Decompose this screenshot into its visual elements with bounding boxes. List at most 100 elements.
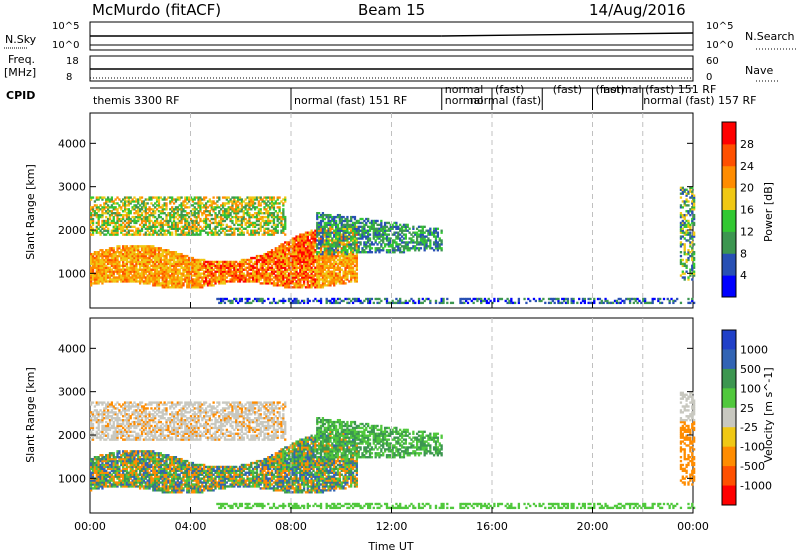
cpid-label-item: (fast) <box>553 83 582 96</box>
data-cell <box>576 302 578 304</box>
cpid-label: CPID <box>6 89 35 102</box>
data-cell <box>118 245 120 247</box>
data-cell <box>689 232 691 234</box>
data-cell <box>224 302 226 304</box>
data-cell <box>542 298 544 300</box>
data-cell <box>693 243 695 245</box>
data-cell <box>248 298 250 300</box>
freq-unit-label: [MHz] <box>4 66 36 79</box>
data-cell <box>685 265 687 267</box>
data-cell <box>693 222 695 224</box>
data-cell <box>405 233 407 235</box>
data-cell <box>376 220 378 222</box>
data-cell <box>241 298 243 300</box>
data-cell <box>346 216 348 218</box>
cpid-label-item: normal (fast) 151 RF <box>294 94 407 107</box>
data-cell <box>680 302 682 304</box>
y-tick-label: 2000 <box>58 224 86 237</box>
data-cell <box>501 298 503 300</box>
data-cell <box>418 298 420 300</box>
data-cell <box>267 298 269 300</box>
cpid-label-item: normal (fast) <box>470 94 541 107</box>
data-cell <box>440 239 442 241</box>
data-cell <box>593 298 595 300</box>
cpid-label-item: normal (fast) 157 RF <box>643 94 756 107</box>
data-cell <box>369 237 371 239</box>
data-cell <box>691 278 693 280</box>
data-cell <box>180 196 182 198</box>
cpid-label-item: themis 3300 RF <box>93 94 180 107</box>
data-cell <box>693 232 695 234</box>
data-cell <box>687 204 689 206</box>
data-cell <box>691 298 693 300</box>
data-cell <box>273 196 275 198</box>
nave-tick-bottom: 0 <box>706 72 712 83</box>
data-cell <box>440 230 442 232</box>
data-cell <box>659 298 661 300</box>
data-cell <box>420 247 422 249</box>
data-cell <box>653 298 655 300</box>
data-cell <box>435 300 437 302</box>
data-cell <box>284 233 286 235</box>
data-cell <box>446 298 448 300</box>
data-cell <box>429 239 431 241</box>
data-cell <box>165 202 167 204</box>
data-cell <box>284 196 286 198</box>
data-cell <box>92 196 94 198</box>
data-cell <box>685 271 687 273</box>
data-cell <box>386 298 388 300</box>
data-cell <box>303 300 305 302</box>
y-tick-label: 1000 <box>58 267 86 280</box>
data-cell <box>437 228 439 230</box>
data-cell <box>278 196 280 198</box>
freq-tick-bottom: 8 <box>66 72 72 83</box>
cpid-labels: themis 3300 RF normal (fast) 151 RF normal… <box>93 83 756 107</box>
data-cell <box>680 251 682 253</box>
data-cell <box>320 298 322 300</box>
data-cell <box>693 263 695 265</box>
data-cell <box>273 298 275 300</box>
date-label: 14/Aug/2016 <box>589 1 686 19</box>
data-cell <box>211 214 213 216</box>
data-cell <box>107 228 109 230</box>
data-cell <box>567 298 569 300</box>
data-cell <box>467 302 469 304</box>
data-cell <box>693 194 695 196</box>
data-cell <box>554 302 556 304</box>
data-cell <box>147 202 149 204</box>
data-cell <box>284 300 286 302</box>
nsearch-tick-top: 10^5 <box>706 21 733 32</box>
data-cell <box>693 251 695 253</box>
data-cell <box>424 226 426 228</box>
data-cell <box>557 298 559 300</box>
data-cell <box>212 196 214 198</box>
data-cell <box>514 302 516 304</box>
data-cell <box>429 300 431 302</box>
data-cell <box>446 302 448 304</box>
data-cell <box>222 224 224 226</box>
data-cell <box>437 232 439 234</box>
data-cell <box>380 300 382 302</box>
data-cell <box>493 298 495 300</box>
data-cell <box>263 300 265 302</box>
data-cell <box>440 247 442 249</box>
data-cell <box>380 220 382 222</box>
data-cell <box>354 216 356 218</box>
data-cell <box>687 200 689 202</box>
data-cell <box>284 216 286 218</box>
data-cell <box>644 298 646 300</box>
data-cell <box>111 196 113 198</box>
nsky-tick-top: 10^5 <box>52 21 79 32</box>
nave-label: Nave <box>745 64 773 77</box>
data-cell <box>691 191 693 193</box>
power-cells <box>90 187 695 304</box>
data-cell <box>691 247 693 249</box>
data-cell <box>442 298 444 300</box>
data-cell <box>518 298 520 300</box>
power-y-axis-label: Slant Range [km] <box>24 164 37 260</box>
nsearch-tick-bottom: 10^0 <box>706 40 733 51</box>
data-cell <box>680 196 682 198</box>
data-cell <box>682 259 684 261</box>
